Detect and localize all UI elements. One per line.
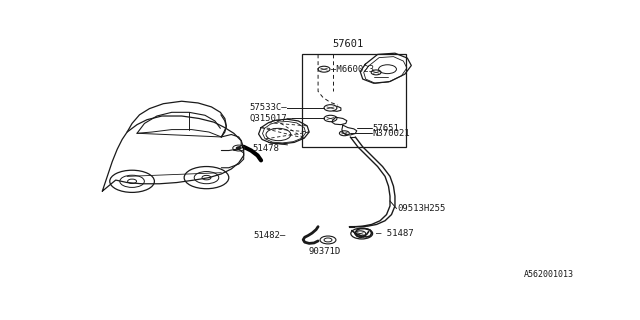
- Text: 57601: 57601: [332, 39, 364, 50]
- Text: 09513H255: 09513H255: [397, 204, 446, 213]
- Bar: [302, 54, 406, 147]
- Text: 90371D: 90371D: [308, 247, 340, 256]
- Text: —M660023: —M660023: [332, 65, 374, 74]
- Text: N370021: N370021: [372, 129, 410, 138]
- Text: Q315017—: Q315017—: [250, 114, 292, 123]
- Text: 57533C—: 57533C—: [250, 103, 287, 112]
- Text: — 51487: — 51487: [376, 229, 413, 238]
- Text: 51482—: 51482—: [253, 231, 286, 240]
- Text: 57651: 57651: [372, 124, 399, 133]
- Text: 51478: 51478: [253, 144, 280, 153]
- Text: A562001013: A562001013: [524, 270, 573, 279]
- Circle shape: [236, 147, 241, 149]
